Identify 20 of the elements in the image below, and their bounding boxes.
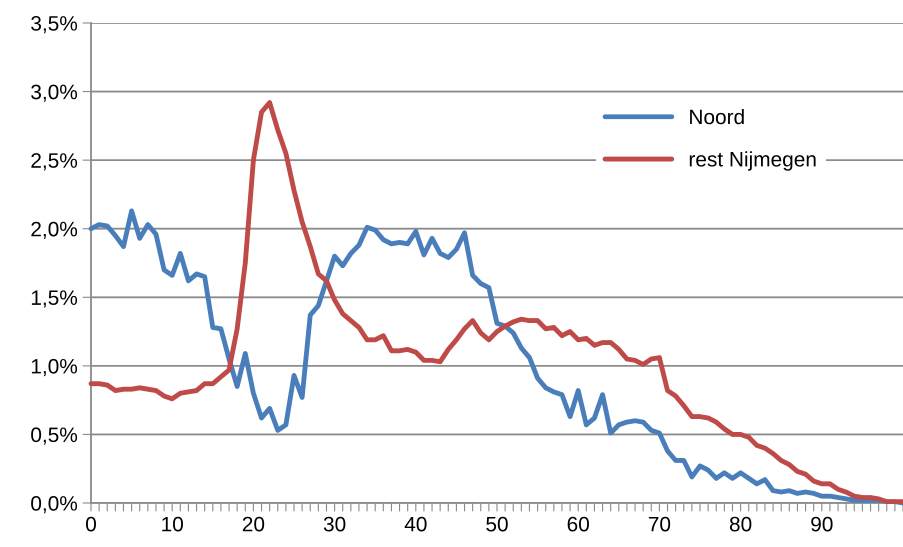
- x-tick-label: 50: [486, 516, 508, 532]
- x-tick-label: 30: [324, 516, 346, 532]
- x-tick-label: 20: [242, 516, 264, 532]
- y-tick-label: 0,0%: [31, 496, 78, 514]
- y-tick-label: 2,0%: [31, 222, 78, 239]
- x-tick-label: 90: [811, 516, 833, 532]
- x-tick-label: 10: [162, 516, 183, 532]
- y-tick-label: 1,0%: [32, 358, 78, 376]
- x-tick-label: 70: [648, 516, 670, 532]
- x-tick-label: 60: [568, 516, 589, 532]
- x-tick-label: 0: [86, 516, 96, 532]
- y-tick-label: 3,5%: [31, 16, 78, 34]
- y-tick-label: 3,0%: [31, 84, 78, 102]
- y-tick-label: 0,5%: [31, 427, 78, 445]
- legend-label: Noord: [690, 108, 744, 124]
- x-tick-label: 40: [404, 516, 427, 532]
- legend-label: rest Nijmegen: [690, 151, 816, 171]
- y-tick-label: 2,5%: [31, 153, 78, 170]
- x-tick-label: 80: [730, 516, 752, 532]
- y-tick-label: 1,5%: [32, 290, 78, 308]
